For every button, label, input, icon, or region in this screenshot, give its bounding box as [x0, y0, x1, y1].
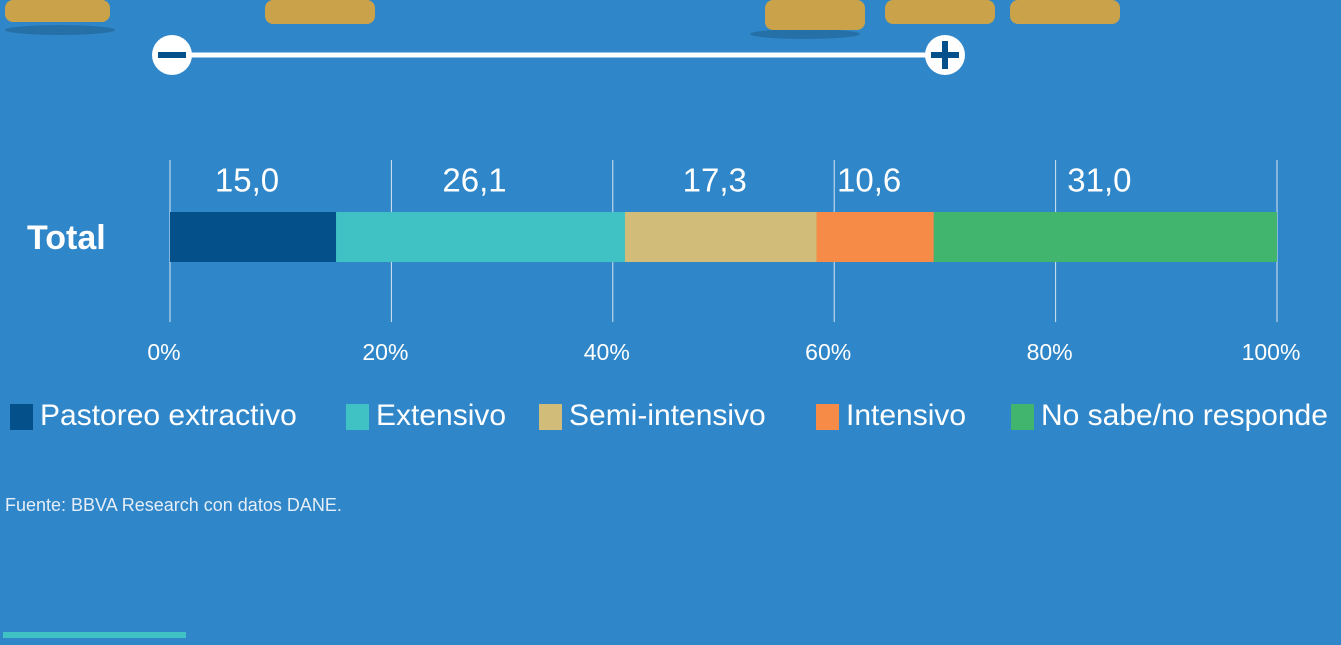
decoration	[3, 0, 1120, 638]
cow	[765, 0, 865, 30]
cow	[1010, 0, 1120, 24]
value-label: 15,0	[215, 162, 279, 199]
bar-segment	[336, 212, 625, 262]
legend-swatch	[816, 404, 839, 430]
x-tick-label: 20%	[362, 339, 408, 365]
legend-swatch	[346, 404, 369, 430]
bar-segment	[933, 212, 1277, 262]
legend-label: No sabe/no responde	[1041, 399, 1328, 432]
bar-segment	[170, 212, 337, 262]
value-label: 31,0	[1067, 162, 1131, 199]
x-tick-label: 80%	[1027, 339, 1073, 365]
minus-icon	[158, 52, 186, 58]
legend-swatch	[10, 404, 33, 430]
cow	[5, 0, 110, 22]
cow	[265, 0, 375, 24]
cow-shadow	[5, 25, 115, 35]
bar-segment	[816, 212, 934, 262]
legend-swatch	[1011, 404, 1034, 430]
bar-segment	[624, 212, 817, 262]
value-label: 17,3	[683, 162, 747, 199]
legend-label: Extensivo	[376, 399, 506, 432]
cow	[885, 0, 995, 24]
source-note: Fuente: BBVA Research con datos DANE.	[5, 495, 342, 515]
x-tick-label: 60%	[805, 339, 851, 365]
cow-shadow	[750, 29, 860, 39]
value-label: 26,1	[442, 162, 506, 199]
plus-icon	[942, 41, 948, 69]
value-label: 10,6	[837, 162, 901, 199]
legend-label: Pastoreo extractivo	[40, 399, 297, 432]
legend-label: Intensivo	[846, 399, 966, 432]
x-tick-label: 100%	[1242, 339, 1301, 365]
legend-label: Semi-intensivo	[569, 399, 766, 432]
accent-line	[3, 632, 186, 638]
category-label: Total	[27, 219, 106, 257]
x-tick-label: 40%	[584, 339, 630, 365]
x-tick-label: 0%	[147, 339, 180, 365]
legend-swatch	[539, 404, 562, 430]
